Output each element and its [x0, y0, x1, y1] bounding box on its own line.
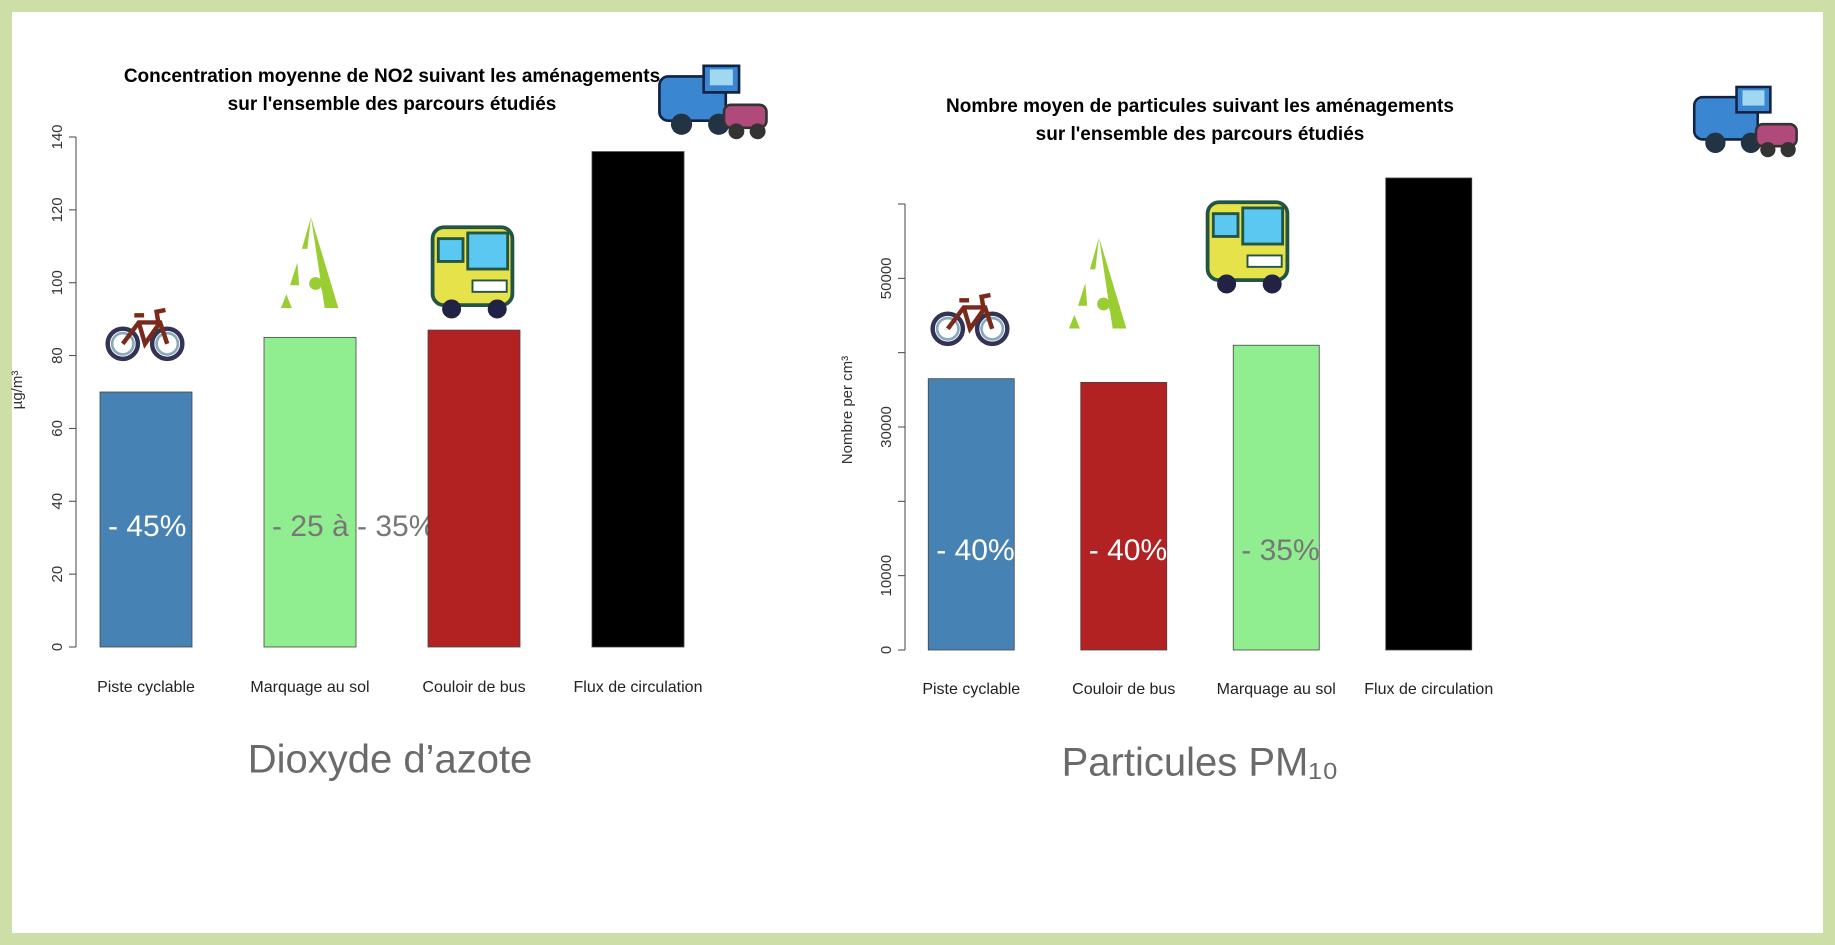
y-axis-label: µg/m³ [9, 371, 26, 410]
x-tick-label: Couloir de bus [1072, 681, 1175, 698]
chart-title: sur l'ensemble des parcours étudiés [1036, 124, 1365, 145]
bar-annotation: - 25 à - 35% [272, 510, 435, 543]
x-tick-label: Piste cyclable [922, 681, 1020, 698]
bar-annotation: - 40% [1089, 534, 1167, 567]
y-tick-label: 0 [49, 643, 66, 651]
bus-icon [1208, 202, 1288, 293]
bar [428, 330, 520, 647]
chart-title: sur l'ensemble des parcours étudiés [228, 94, 557, 115]
y-tick-label: 100 [49, 270, 66, 295]
caption: Dioxyde d’azote [248, 738, 533, 782]
y-tick-label: 140 [49, 124, 66, 149]
y-axis-label: Nombre per cm³ [839, 356, 856, 464]
y-tick-label: 40 [49, 493, 66, 510]
caption: Particules PM₁₀ [1062, 741, 1339, 785]
y-tick-label: 60 [49, 420, 66, 437]
y-tick-label: 80 [49, 347, 66, 364]
chart-title: Concentration moyenne de NO2 suivant les… [124, 66, 660, 87]
bar-annotation: - 40% [936, 534, 1014, 567]
x-tick-label: Flux de circulation [1364, 681, 1493, 698]
bar-annotation: - 35% [1241, 534, 1319, 567]
bar [1233, 345, 1319, 650]
chart-title: Nombre moyen de particules suivant les a… [946, 96, 1454, 117]
y-tick-label: 0 [878, 646, 895, 654]
x-tick-label: Couloir de bus [422, 679, 525, 696]
x-tick-label: Marquage au sol [250, 679, 369, 696]
bar [1081, 382, 1167, 650]
bar [1386, 178, 1472, 650]
bar [264, 337, 356, 647]
y-tick-label: 50000 [878, 257, 895, 299]
bar [928, 379, 1014, 650]
y-tick-label: 20 [49, 566, 66, 583]
x-tick-label: Marquage au sol [1217, 681, 1336, 698]
figure: Concentration moyenne de NO2 suivant les… [0, 0, 1835, 945]
x-tick-label: Piste cyclable [97, 679, 195, 696]
bar [592, 152, 684, 647]
y-tick-label: 10000 [878, 555, 895, 597]
page: {"chart_data": [ {"type": "bar", "title"… [0, 0, 1835, 945]
bar-annotation: - 45% [108, 510, 186, 543]
bus-icon [433, 227, 513, 318]
y-tick-label: 120 [49, 197, 66, 222]
x-tick-label: Flux de circulation [574, 679, 703, 696]
y-tick-label: 30000 [878, 406, 895, 448]
